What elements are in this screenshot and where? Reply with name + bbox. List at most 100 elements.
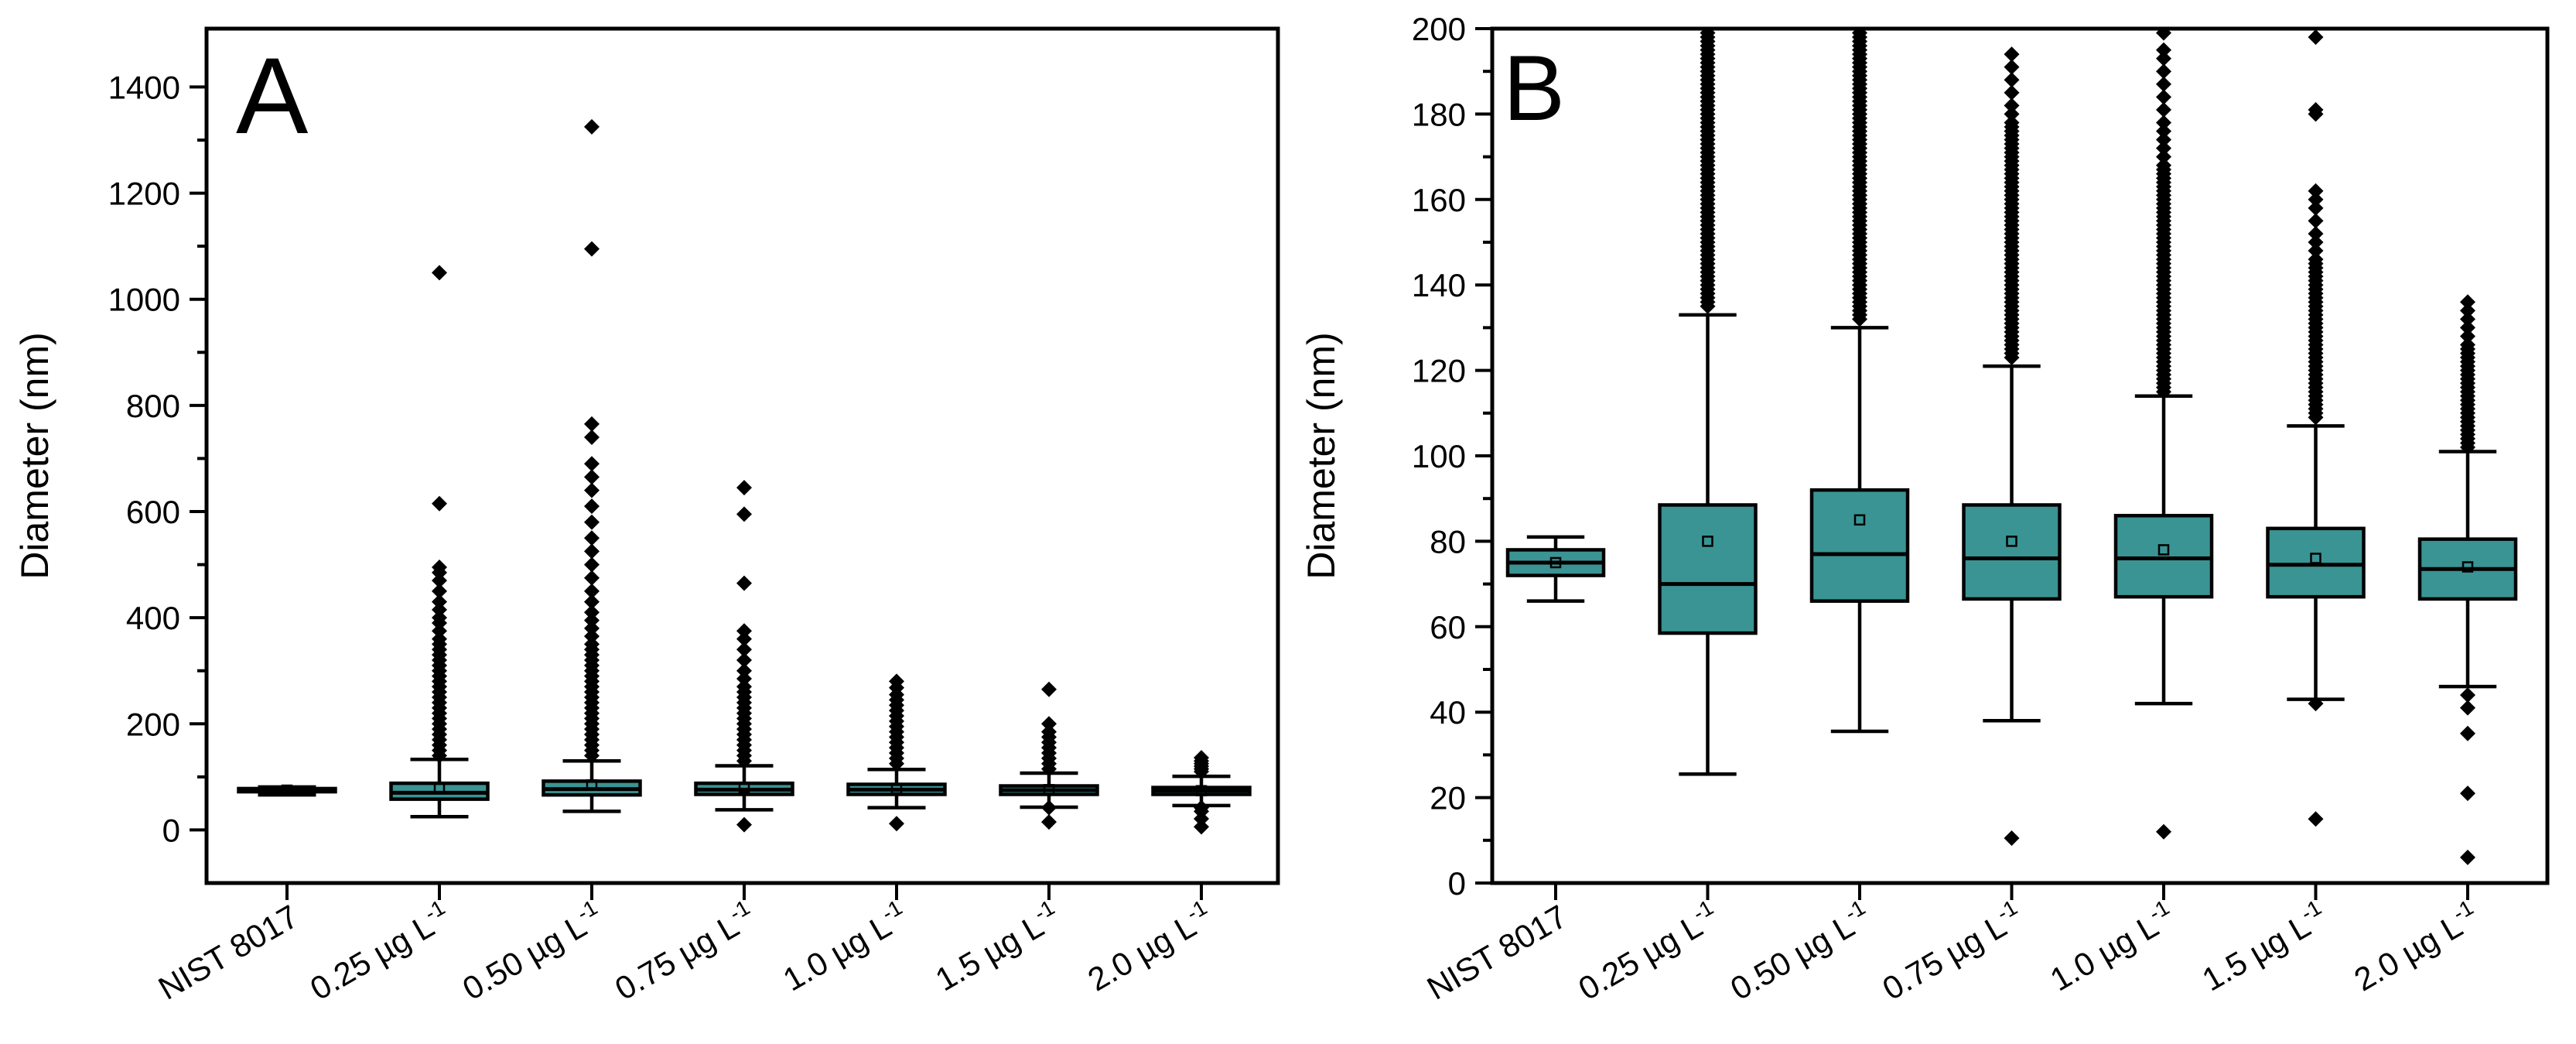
plot-frame (1490, 26, 2550, 885)
y-tick-label: 200 (1412, 11, 1466, 47)
x-tick-label: 1.5 µg L-1 (2195, 895, 2333, 998)
outlier-point (2308, 101, 2324, 118)
mean-marker (1702, 536, 1713, 547)
x-tick-label: 2.0 µg L-1 (1080, 895, 1218, 998)
outlier-point (2308, 696, 2324, 712)
outlier-point (1194, 750, 1209, 766)
outlier-point (2460, 294, 2475, 310)
y-tick-label: 1400 (108, 69, 180, 105)
iqr-box (2113, 514, 2214, 599)
x-tick-label: NIST 8017 (1421, 898, 1573, 1007)
y-axis-label: Diameter (nm) (1300, 332, 1343, 579)
outlier-point (2156, 89, 2171, 105)
mean-marker (433, 782, 446, 793)
outlier-point (1041, 716, 1057, 732)
x-tick-label-text: 2.0 µg L (1081, 908, 1202, 998)
outlier-point (2156, 76, 2171, 92)
outlier-point (2156, 157, 2171, 173)
outlier-point (584, 636, 600, 652)
outlier-point (736, 679, 752, 695)
x-tick-label-text: NIST 8017 (152, 898, 305, 1007)
outlier-point (584, 241, 600, 257)
outlier-point (736, 631, 752, 647)
outlier-point (2156, 823, 2171, 840)
outlier-point (584, 628, 600, 645)
outlier-point (2156, 101, 2171, 118)
outlier-point (2460, 320, 2475, 336)
outlier-point (2460, 786, 2475, 802)
y-tick-label: 160 (1412, 182, 1466, 218)
outlier-point (584, 612, 600, 628)
box-group (2113, 29, 2214, 840)
y-tick-label: 600 (126, 494, 180, 530)
outlier-point (2308, 200, 2324, 216)
outlier-point (1041, 814, 1057, 830)
x-tick-label: NIST 8017 (152, 898, 305, 1007)
outlier-point (2156, 149, 2171, 165)
outlier-point (736, 623, 752, 639)
outlier-point (2004, 830, 2020, 847)
box-group (1809, 29, 1910, 734)
mean-marker (2006, 536, 2017, 547)
panel-label: B (1503, 36, 1565, 140)
box-group (846, 673, 947, 832)
plot-frame (204, 26, 1280, 885)
x-tick-label-text: 1.0 µg L (2044, 908, 2164, 998)
panel-label: A (236, 35, 309, 156)
box-group (694, 480, 794, 833)
outlier-point (2004, 98, 2020, 114)
outlier-point (736, 816, 752, 833)
outlier-point (1041, 681, 1057, 697)
x-tick-label-text: 0.75 µg L (1877, 908, 2013, 1008)
mean-marker (1549, 556, 1562, 569)
outlier-point (432, 601, 447, 618)
outlier-point (1041, 799, 1057, 816)
x-tick-label: 0.75 µg L-1 (607, 895, 761, 1008)
x-tick-label: 0.25 µg L-1 (1571, 895, 1725, 1008)
outlier-point (2308, 252, 2324, 268)
x-tick-label: 0.75 µg L-1 (1875, 895, 2029, 1008)
iqr-box (1658, 503, 1758, 635)
outlier-point (432, 610, 447, 626)
outlier-point (2004, 84, 2020, 101)
outlier-point (2460, 311, 2475, 327)
outlier-point (2308, 811, 2324, 827)
outlier-point (2308, 183, 2324, 199)
outlier-point (2460, 725, 2475, 741)
y-tick-label: 140 (1412, 267, 1466, 303)
outlier-point (2460, 700, 2475, 716)
y-tick-label: 800 (126, 388, 180, 424)
outlier-point (2004, 46, 2020, 63)
x-tick-label-text: 0.50 µg L (456, 908, 593, 1008)
y-tick-label: 100 (1412, 438, 1466, 474)
outlier-point (2004, 106, 2020, 122)
outlier-point (584, 620, 600, 636)
outlier-point (736, 652, 752, 668)
x-tick-label: 1.0 µg L-1 (2042, 895, 2181, 998)
outlier-point (2156, 63, 2171, 80)
x-tick-label-text: 1.5 µg L (2196, 908, 2317, 998)
box-group (542, 118, 642, 813)
outlier-point (432, 265, 447, 281)
mean-marker (2310, 553, 2321, 564)
outlier-point (736, 575, 752, 591)
outlier-point (2004, 72, 2020, 88)
outlier-point (2460, 337, 2475, 353)
outlier-point (2156, 140, 2171, 156)
outlier-point (2308, 234, 2324, 250)
outlier-point (2460, 303, 2475, 319)
outlier-point (2156, 50, 2171, 67)
mean-marker (1195, 785, 1208, 796)
x-tick-label-text: 0.25 µg L (1573, 908, 1709, 1008)
mean-marker (281, 784, 293, 796)
box-group (2417, 294, 2518, 865)
mean-marker (586, 779, 598, 791)
outlier-point (2156, 115, 2171, 131)
outlier-point (432, 560, 447, 575)
outlier-point (584, 570, 600, 586)
outlier-point (584, 594, 600, 610)
mean-marker (2462, 561, 2474, 573)
x-tick-label-text: NIST 8017 (1421, 898, 1573, 1007)
y-tick-label: 20 (1430, 780, 1466, 816)
y-tick-label: 120 (1412, 353, 1466, 389)
